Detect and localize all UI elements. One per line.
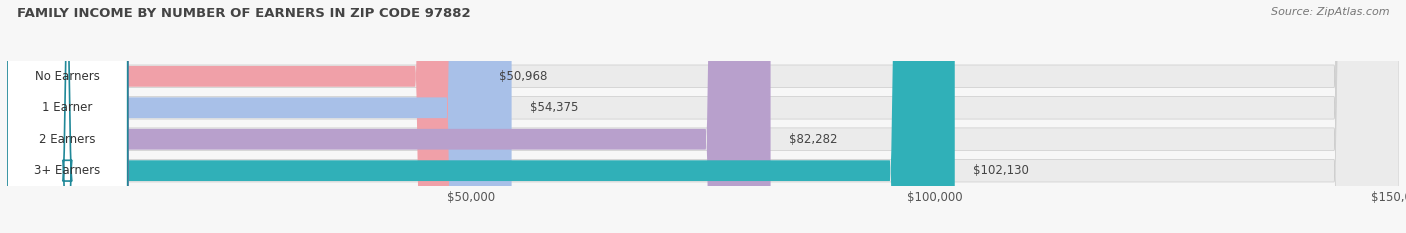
FancyBboxPatch shape xyxy=(7,0,770,233)
FancyBboxPatch shape xyxy=(7,0,1399,233)
Text: $82,282: $82,282 xyxy=(789,133,838,146)
FancyBboxPatch shape xyxy=(7,0,1399,233)
FancyBboxPatch shape xyxy=(7,0,1399,233)
Text: $50,968: $50,968 xyxy=(499,70,547,83)
FancyBboxPatch shape xyxy=(7,0,128,233)
FancyBboxPatch shape xyxy=(7,0,479,233)
Text: 3+ Earners: 3+ Earners xyxy=(34,164,100,177)
FancyBboxPatch shape xyxy=(7,0,955,233)
Text: 2 Earners: 2 Earners xyxy=(39,133,96,146)
FancyBboxPatch shape xyxy=(7,0,128,233)
FancyBboxPatch shape xyxy=(7,0,512,233)
FancyBboxPatch shape xyxy=(7,0,1399,233)
Text: FAMILY INCOME BY NUMBER OF EARNERS IN ZIP CODE 97882: FAMILY INCOME BY NUMBER OF EARNERS IN ZI… xyxy=(17,7,471,20)
FancyBboxPatch shape xyxy=(7,0,128,233)
Text: $102,130: $102,130 xyxy=(973,164,1029,177)
FancyBboxPatch shape xyxy=(7,0,128,233)
Text: No Earners: No Earners xyxy=(35,70,100,83)
Text: 1 Earner: 1 Earner xyxy=(42,101,93,114)
Text: $54,375: $54,375 xyxy=(530,101,578,114)
Text: Source: ZipAtlas.com: Source: ZipAtlas.com xyxy=(1271,7,1389,17)
